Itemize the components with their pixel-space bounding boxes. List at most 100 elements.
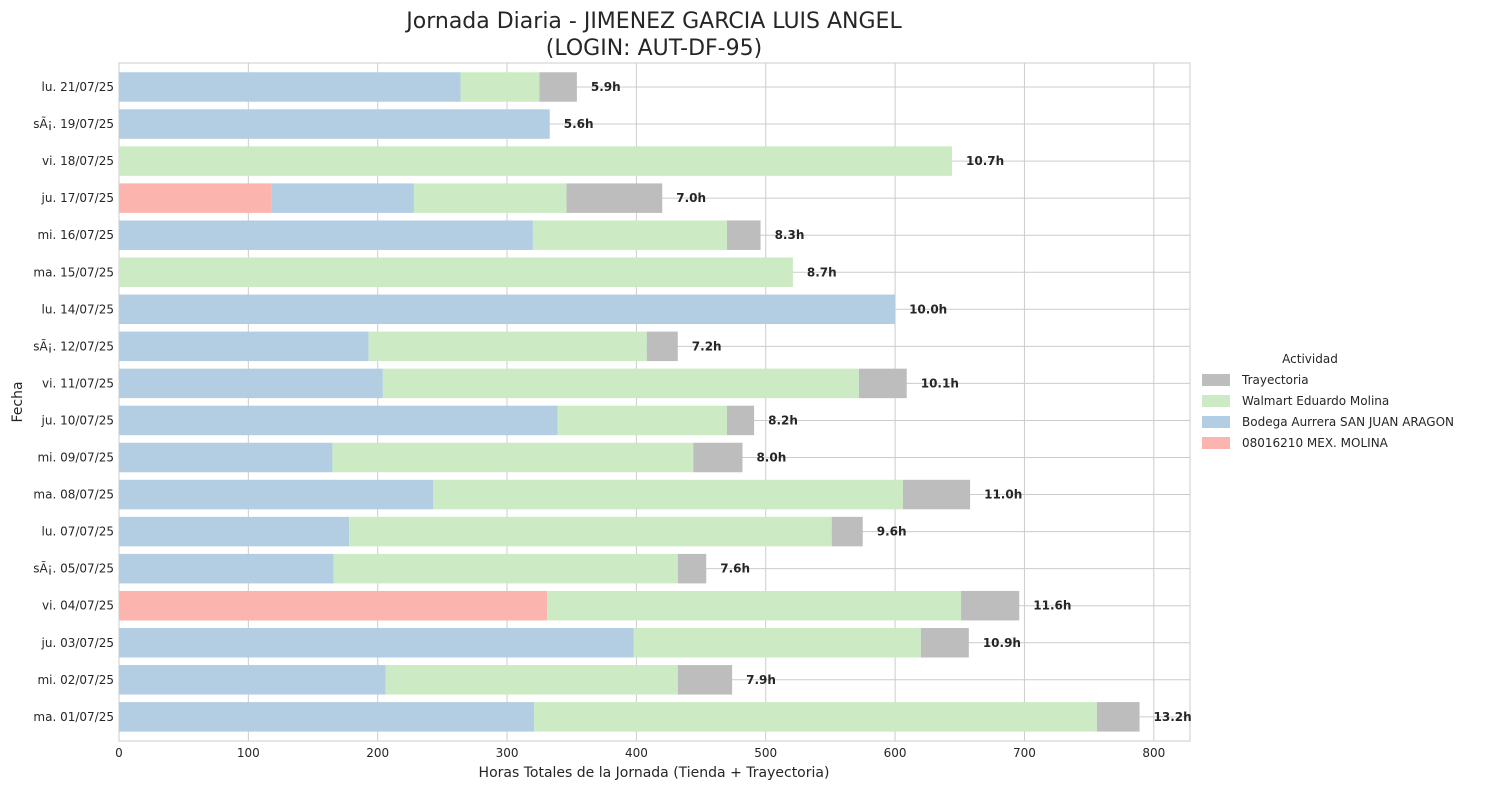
y-tick-label: ma. 01/07/25: [33, 710, 114, 724]
x-tick-label: 200: [366, 746, 389, 760]
bar-segment: [119, 590, 548, 621]
y-tick-label: mi. 16/07/25: [37, 228, 114, 242]
bar-segment: [633, 628, 921, 658]
legend-entry-label: Trayectoria: [1241, 373, 1309, 387]
bar-segment: [646, 331, 678, 362]
x-tick-labels: 0 100 200 300 400 500 600 700 800: [115, 746, 1165, 760]
bar-total-label: 7.6h: [720, 562, 750, 576]
bar-segment: [566, 183, 663, 213]
chart-title-line2: (LOGIN: AUT-DF-95): [546, 36, 762, 61]
bar-segment: [119, 183, 272, 213]
x-tick-label: 100: [237, 746, 260, 760]
bar-segment: [460, 72, 540, 102]
bar-total-label: 10.1h: [921, 376, 959, 390]
bar-segment: [693, 442, 743, 473]
bar-segment: [119, 516, 350, 547]
bar-segment: [119, 368, 383, 399]
bar-total-label: 8.7h: [807, 265, 837, 279]
bar-segment: [532, 220, 727, 250]
y-tick-label: ju. 03/07/25: [41, 636, 114, 650]
x-tick-label: 700: [1013, 746, 1036, 760]
bar-total-label: 7.2h: [692, 339, 722, 353]
bar-segment: [349, 516, 832, 547]
bars: [119, 72, 1140, 732]
legend-entry-label: Bodega Aurrera SAN JUAN ARAGON: [1242, 415, 1454, 429]
bar-total-label: 5.9h: [591, 80, 621, 94]
bar-segment: [831, 516, 863, 547]
legend-entry-label: Walmart Eduardo Molina: [1242, 394, 1389, 408]
x-tick-label: 500: [754, 746, 777, 760]
bar-total-label: 9.6h: [877, 525, 907, 539]
bar-segment: [677, 553, 707, 584]
bar-segment: [119, 702, 535, 732]
bar-segment: [119, 442, 333, 473]
legend-swatch: [1202, 437, 1230, 449]
bar-segment: [413, 183, 567, 213]
y-tick-label: sÃ¡. 12/07/25: [33, 338, 114, 353]
bar-segment: [368, 331, 647, 362]
y-tick-label: ju. 10/07/25: [41, 413, 114, 427]
legend-swatch: [1202, 374, 1230, 386]
bar-segment: [119, 257, 793, 287]
bar-total-label: 10.9h: [983, 636, 1021, 650]
x-tick-label: 600: [884, 746, 907, 760]
legend: Actividad Trayectoria Walmart Eduardo Mol…: [1202, 352, 1454, 450]
y-tick-label: vi. 04/07/25: [42, 599, 114, 613]
bar-segment: [385, 665, 678, 695]
data-labels: 5.9h 5.6h 10.7h 7.0h 8.3h 8.7h 10.0h 7.2h 10.1h 8…: [564, 80, 1192, 724]
bar-segment: [119, 628, 634, 658]
bar-segment: [677, 665, 733, 695]
bar-segment: [271, 183, 414, 213]
bar-segment: [119, 665, 386, 695]
x-tick-label: 800: [1142, 746, 1165, 760]
bar-segment: [539, 72, 577, 102]
bar-segment: [961, 590, 1020, 621]
bar-total-label: 13.2h: [1154, 710, 1192, 724]
chart-title-line1: Jornada Diaria - JIMENEZ GARCIA LUIS ANG…: [404, 9, 902, 34]
y-tick-label: vi. 11/07/25: [42, 376, 114, 390]
bar-segment: [920, 628, 969, 658]
x-axis-label: Horas Totales de la Jornada (Tienda + Tr…: [479, 765, 830, 781]
bar-segment: [333, 553, 678, 584]
y-tick-label: ma. 08/07/25: [33, 488, 114, 502]
bar-segment: [119, 72, 461, 102]
bar-segment: [119, 553, 334, 584]
legend-title: Actividad: [1282, 352, 1338, 366]
y-tick-label: lu. 21/07/25: [42, 80, 114, 94]
y-tick-label: vi. 18/07/25: [42, 154, 114, 168]
bar-total-label: 8.3h: [775, 228, 805, 242]
bar-segment: [119, 331, 369, 362]
bar-segment: [332, 442, 694, 473]
bar-segment: [119, 109, 550, 139]
bar-segment: [726, 405, 755, 436]
bar-total-label: 5.6h: [564, 117, 594, 131]
bar-total-label: 10.0h: [909, 302, 947, 316]
y-tick-label: lu. 14/07/25: [42, 302, 114, 316]
y-tick-label: sÃ¡. 05/07/25: [33, 561, 114, 576]
bar-total-label: 10.7h: [966, 154, 1004, 168]
legend-swatch: [1202, 395, 1230, 407]
x-tick-label: 0: [115, 746, 123, 760]
y-tick-label: mi. 02/07/25: [37, 673, 114, 687]
y-tick-label: lu. 07/07/25: [42, 525, 114, 539]
bar-segment: [902, 479, 971, 510]
bar-segment: [382, 368, 859, 399]
bar-total-label: 11.0h: [984, 488, 1022, 502]
y-tick-label: sÃ¡. 19/07/25: [33, 116, 114, 131]
bar-segment: [557, 405, 727, 436]
y-tick-label: ma. 15/07/25: [33, 265, 114, 279]
legend-entry-label: 08016210 MEX. MOLINA: [1242, 436, 1389, 450]
bar-segment: [547, 590, 962, 621]
bar-segment: [119, 146, 952, 176]
y-tick-labels: lu. 21/07/25 sÃ¡. 19/07/25 vi. 18/07/25 ju.…: [33, 80, 114, 724]
bar-segment: [433, 479, 903, 510]
bar-total-label: 11.6h: [1033, 599, 1071, 613]
bar-segment: [858, 368, 907, 399]
bar-segment: [119, 294, 896, 325]
x-tick-label: 300: [496, 746, 519, 760]
bar-segment: [119, 405, 558, 436]
legend-swatch: [1202, 416, 1230, 428]
bar-total-label: 7.0h: [676, 191, 706, 205]
y-tick-label: ju. 17/07/25: [41, 191, 114, 205]
